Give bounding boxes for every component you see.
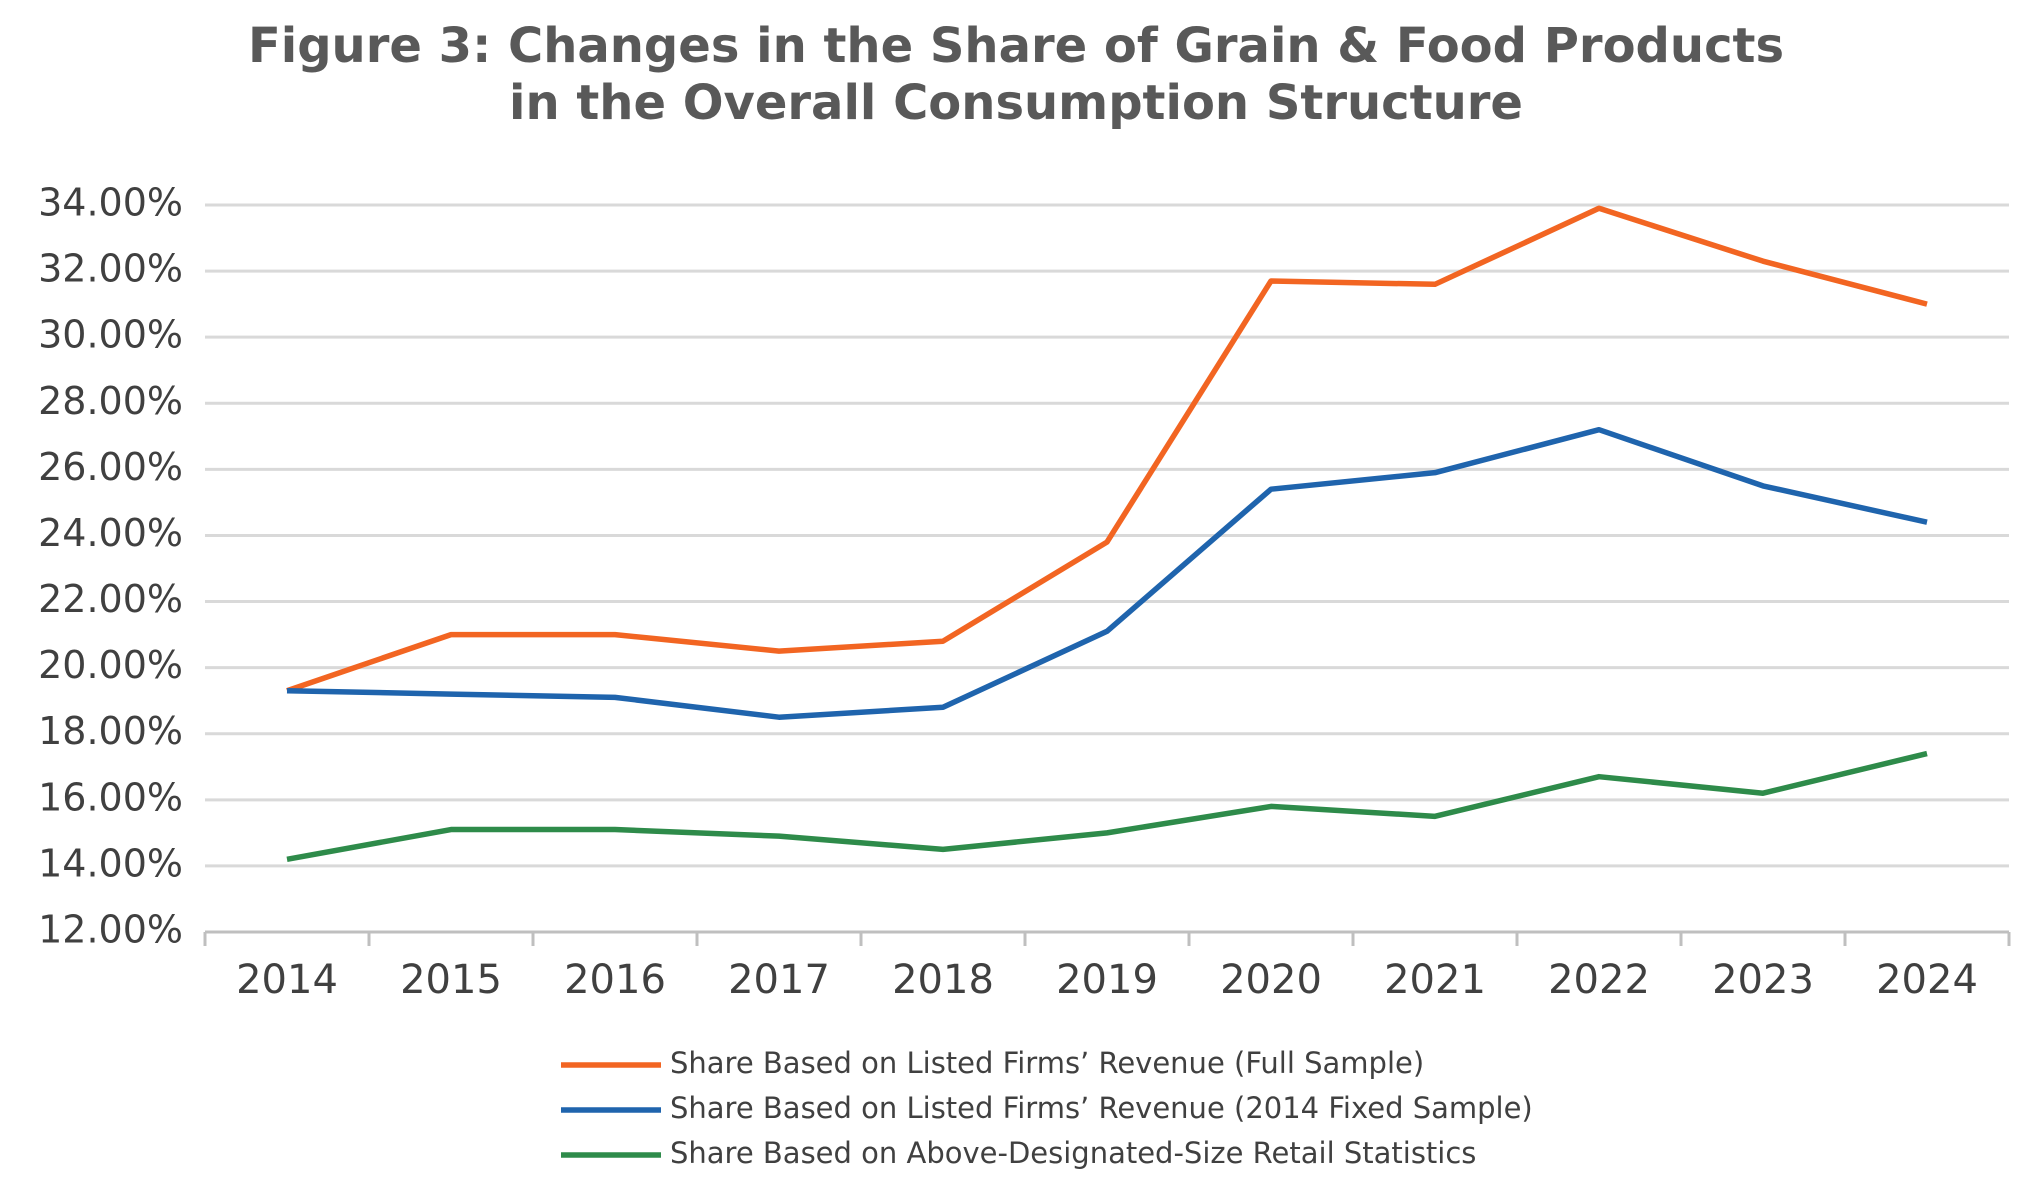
y-tick-label: 30.00% — [38, 313, 183, 357]
x-tick-label: 2021 — [1384, 957, 1486, 1003]
series-line — [286, 750, 1928, 863]
x-tick-label: 2020 — [1220, 957, 1322, 1003]
y-tick-label: 18.00% — [38, 709, 183, 753]
legend-label: Share Based on Listed Firms’ Revenue (20… — [670, 1091, 1533, 1125]
x-tick-label: 2016 — [564, 957, 666, 1003]
series-line — [286, 426, 1928, 720]
x-tick-label: 2017 — [728, 957, 830, 1003]
legend-label: Share Based on Listed Firms’ Revenue (Fu… — [670, 1046, 1424, 1080]
y-tick-label: 12.00% — [38, 908, 183, 952]
x-tick-label: 2015 — [400, 957, 502, 1003]
y-tick-label: 26.00% — [38, 445, 183, 489]
y-tick-label: 28.00% — [38, 379, 183, 423]
legend-label: Share Based on Above-Designated-Size Ret… — [670, 1136, 1476, 1170]
x-tick-label: 2024 — [1876, 957, 1978, 1003]
series-line — [286, 205, 1928, 694]
y-tick-label: 22.00% — [38, 577, 183, 621]
chart-title: Figure 3: Changes in the Share of Grain … — [247, 18, 1785, 131]
x-tick-label: 2023 — [1712, 957, 1814, 1003]
x-tick-label: 2019 — [1056, 957, 1158, 1003]
x-tick-label: 2014 — [236, 957, 338, 1003]
y-tick-label: 34.00% — [38, 181, 183, 225]
y-tick-label: 20.00% — [38, 643, 183, 687]
y-tick-label: 16.00% — [38, 775, 183, 819]
x-tick-label: 2018 — [892, 957, 994, 1003]
y-tick-label: 24.00% — [38, 511, 183, 555]
y-tick-label: 14.00% — [38, 841, 183, 885]
y-tick-label: 32.00% — [38, 247, 183, 291]
x-tick-label: 2022 — [1548, 957, 1650, 1003]
